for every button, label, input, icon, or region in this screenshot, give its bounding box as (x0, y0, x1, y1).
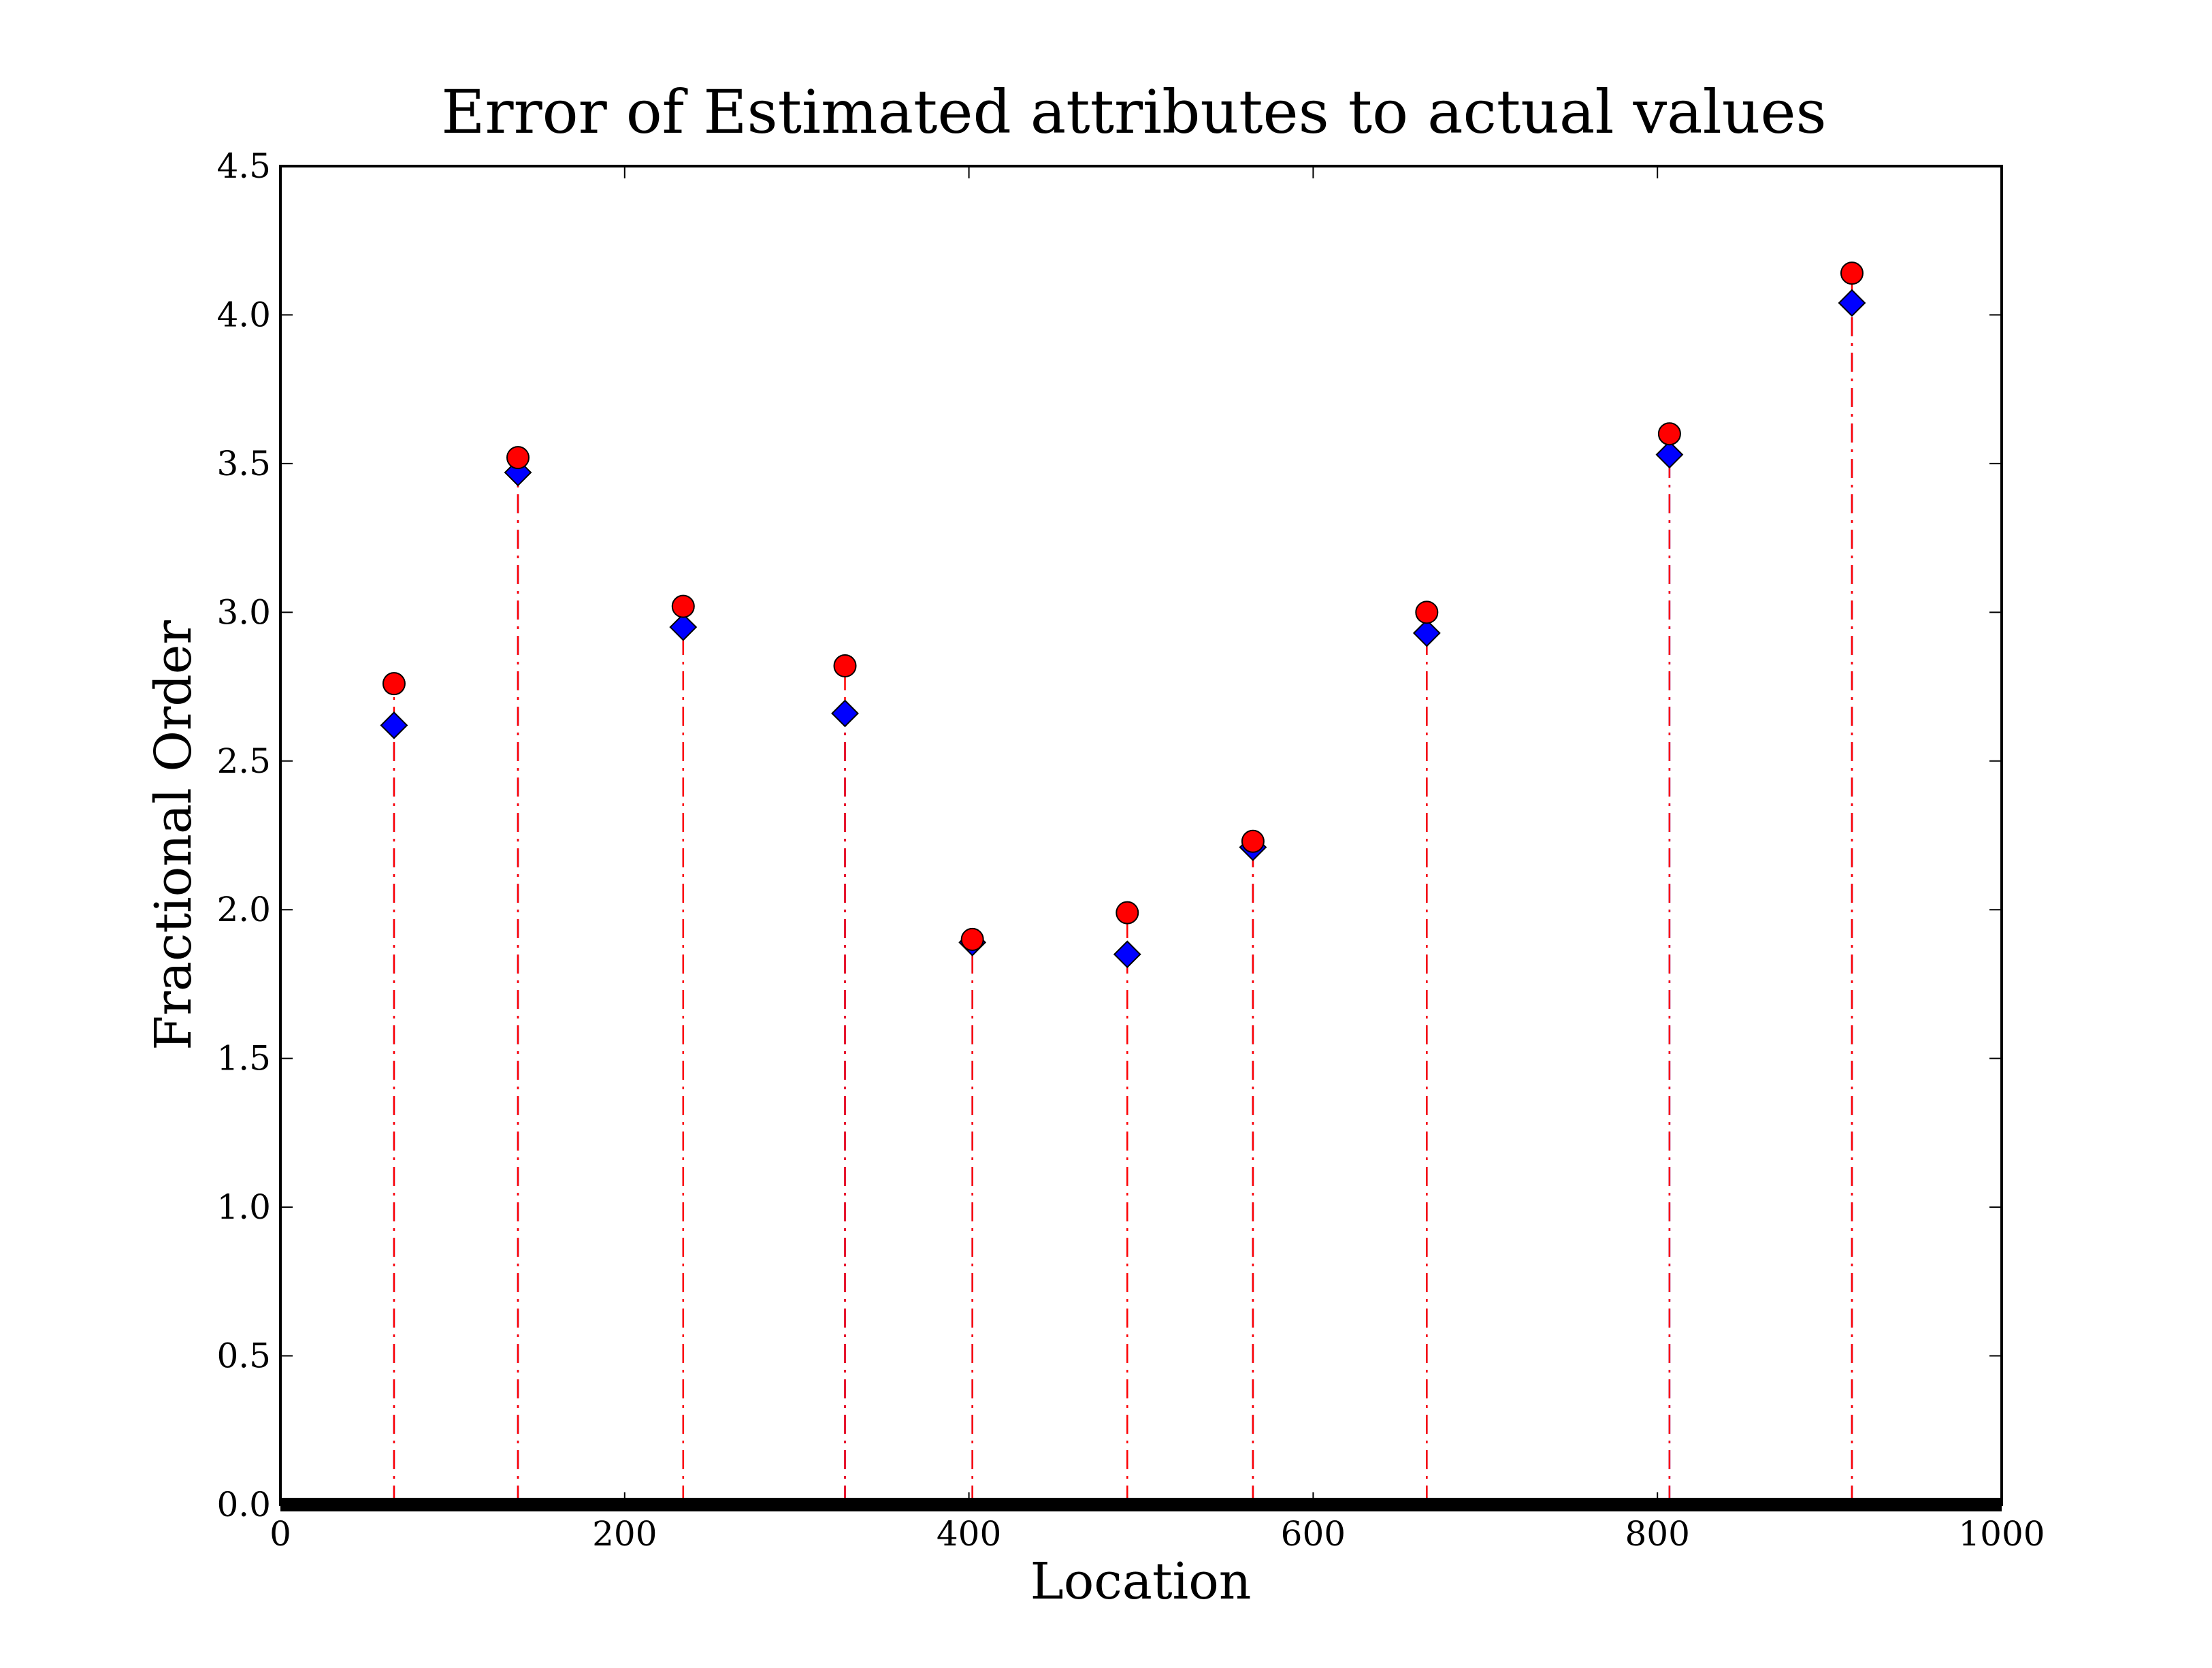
y-axis-label: Fractional Order (144, 620, 203, 1050)
marker-circle (1840, 261, 1864, 285)
chart-title: Error of Estimated attributes to actual … (441, 77, 1826, 147)
x-axis-label: Location (1030, 1552, 1252, 1611)
y-tick-label: 2.0 (216, 890, 271, 929)
x-tick-label: 800 (1625, 1514, 1689, 1554)
y-tick-label: 2.5 (216, 741, 271, 781)
marker-diamond (669, 613, 698, 641)
x-tick-label: 400 (937, 1514, 1001, 1554)
y-tick-label: 3.0 (216, 592, 271, 632)
x-tick-label: 0 (270, 1514, 291, 1554)
y-tick-label: 1.5 (216, 1039, 271, 1078)
y-tick-label: 3.5 (216, 444, 271, 483)
marker-circle (1415, 600, 1439, 624)
marker-circle (382, 672, 406, 696)
marker-diamond (1113, 940, 1141, 969)
marker-circle (1241, 829, 1265, 853)
y-tick-label: 0.0 (216, 1485, 271, 1524)
marker-diamond (380, 711, 408, 739)
x-tick-label: 200 (592, 1514, 657, 1554)
x-tick-label: 1000 (1958, 1514, 2045, 1554)
y-tick-label: 4.5 (216, 146, 271, 186)
marker-circle (1657, 422, 1681, 446)
marker-circle (506, 446, 530, 470)
marker-circle (833, 654, 857, 677)
marker-circle (960, 927, 984, 951)
marker-circle (671, 594, 695, 618)
marker-diamond (831, 699, 859, 728)
y-tick-label: 0.5 (216, 1336, 271, 1376)
marker-diamond (1412, 619, 1441, 647)
plot-frame (279, 165, 2003, 1506)
marker-circle (1116, 901, 1139, 925)
marker-diamond (1838, 289, 1866, 317)
x-tick-label: 600 (1281, 1514, 1346, 1554)
y-tick-label: 1.0 (216, 1187, 271, 1227)
marker-diamond (1655, 440, 1684, 469)
y-tick-label: 4.0 (216, 295, 271, 334)
plot-area (280, 166, 2002, 1505)
